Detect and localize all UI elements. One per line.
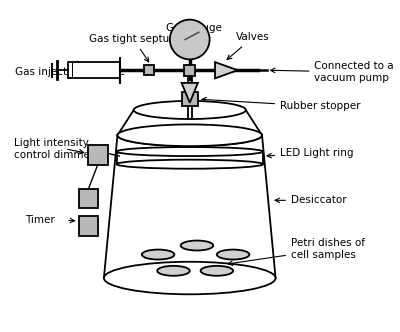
- Ellipse shape: [217, 250, 249, 260]
- Bar: [68, 62, 120, 78]
- Text: Connected to a
vacuum pump: Connected to a vacuum pump: [270, 61, 394, 83]
- Ellipse shape: [200, 266, 233, 276]
- Text: Valves: Valves: [227, 32, 270, 59]
- Text: Rubber stopper: Rubber stopper: [202, 97, 360, 111]
- Bar: [184, 65, 195, 76]
- Text: Timer: Timer: [25, 215, 55, 225]
- Polygon shape: [118, 110, 262, 135]
- Ellipse shape: [104, 262, 276, 294]
- Bar: [182, 92, 198, 106]
- Ellipse shape: [157, 266, 190, 276]
- Polygon shape: [215, 62, 238, 78]
- Circle shape: [170, 20, 210, 59]
- Ellipse shape: [118, 124, 262, 146]
- Bar: [88, 145, 108, 165]
- Text: Gas tight septum: Gas tight septum: [88, 34, 179, 62]
- Text: Gas gauge: Gas gauge: [166, 20, 222, 33]
- Ellipse shape: [116, 147, 263, 156]
- Ellipse shape: [134, 101, 246, 119]
- Text: Desiccator: Desiccator: [275, 195, 346, 205]
- Text: Petri dishes of
cell samples: Petri dishes of cell samples: [228, 238, 365, 266]
- Bar: [144, 65, 154, 75]
- Bar: [79, 189, 98, 208]
- Polygon shape: [104, 135, 276, 278]
- Ellipse shape: [116, 160, 263, 169]
- Bar: [79, 216, 98, 236]
- Polygon shape: [182, 83, 198, 103]
- Text: Gas injection syringe: Gas injection syringe: [16, 61, 126, 77]
- Text: LED Light ring: LED Light ring: [267, 148, 354, 158]
- Ellipse shape: [142, 250, 174, 260]
- Ellipse shape: [118, 124, 262, 146]
- Text: Light intensity
control dimmer: Light intensity control dimmer: [14, 138, 94, 160]
- Ellipse shape: [181, 241, 213, 250]
